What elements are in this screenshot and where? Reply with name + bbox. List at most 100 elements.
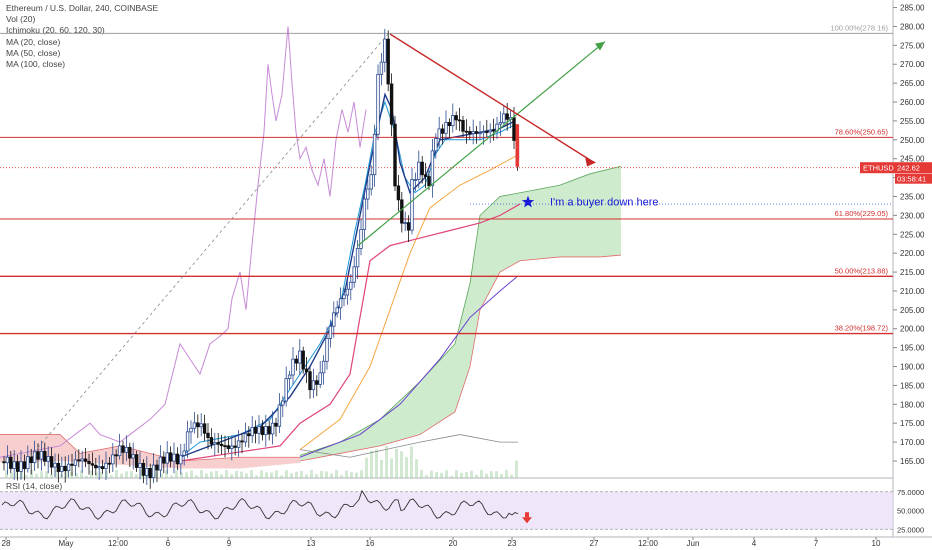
candle-down — [423, 174, 428, 177]
legend-symbol[interactable]: Ethereum / U.S. Dollar, 240, COINBASE — [6, 3, 159, 13]
volume-bar — [140, 470, 143, 478]
volume-bar — [505, 470, 508, 478]
volume-bar — [95, 472, 98, 478]
candle-up — [230, 445, 234, 449]
candle-up — [359, 229, 363, 249]
volume-bar — [240, 471, 243, 478]
ma50-line — [299, 154, 519, 451]
volume-bar — [295, 471, 298, 478]
candle-up — [488, 129, 492, 133]
legend-ma50[interactable]: MA (50, close) — [6, 47, 61, 58]
candle-up — [39, 450, 44, 460]
conversion-line — [179, 92, 516, 458]
candle-up — [291, 358, 295, 376]
candle-up — [111, 454, 115, 465]
volume-bar — [370, 450, 373, 478]
volume-bar — [400, 451, 403, 478]
candle-down — [29, 456, 33, 464]
candle-up — [264, 426, 268, 435]
candle-up — [32, 451, 37, 464]
rsi-line — [1, 489, 519, 520]
candle-up — [325, 337, 329, 362]
indicator-lines — [0, 26, 622, 478]
last-price-tag — [860, 162, 932, 174]
rsi-tick-label: 50.0000 — [897, 507, 924, 516]
candle-up — [444, 122, 448, 134]
volume-bar — [305, 474, 308, 478]
volume-bar — [390, 458, 393, 478]
candle-down — [491, 129, 496, 132]
volume-bar — [5, 470, 8, 478]
volume-bar — [465, 471, 468, 478]
candle-down — [87, 460, 91, 465]
candle-down — [134, 454, 139, 468]
volume-bar — [175, 470, 178, 478]
candle-down — [267, 426, 271, 435]
candle-down — [168, 452, 173, 462]
volume-bar — [440, 472, 443, 478]
price-tick-label: 230.00 — [900, 211, 925, 220]
volume-bar — [435, 472, 438, 478]
volume-bar — [325, 471, 328, 478]
candle-down — [128, 446, 132, 459]
time-tick-label: 10 — [872, 539, 881, 548]
volume-bar — [130, 471, 133, 478]
candle-up — [179, 454, 183, 465]
candle-down — [202, 423, 207, 434]
price-tick-label: 255.00 — [900, 117, 925, 126]
candle-down — [461, 120, 465, 132]
candle-down — [304, 368, 309, 373]
volume-bar — [75, 472, 78, 478]
volume-bar — [115, 470, 118, 478]
legend-ichimoku[interactable]: Ichimoku (20, 60, 120, 30) — [6, 25, 105, 36]
candle-up — [321, 360, 326, 374]
volume-bar — [355, 472, 358, 478]
candle-down — [485, 131, 489, 133]
volume-bar — [40, 471, 43, 478]
volume-bar — [55, 470, 58, 478]
volume-bar — [105, 470, 108, 478]
candle-down — [90, 463, 95, 466]
volume-bar — [315, 474, 318, 478]
candle-down — [162, 456, 166, 464]
volume-bar — [375, 449, 378, 478]
volume-bar — [275, 470, 278, 478]
kijun-line — [179, 203, 521, 462]
axes: 165.00 170.00 175.00 180.00 185.00 190.00 195.… — [2, 4, 932, 548]
volume-bar — [455, 470, 458, 478]
candle-up — [60, 465, 64, 472]
time-tick-label: 28 — [2, 539, 11, 548]
legend-ma100[interactable]: MA (100, close) — [6, 59, 66, 70]
volume-bar — [50, 473, 53, 478]
candle-down — [240, 440, 244, 443]
candle-down — [301, 350, 305, 370]
bullish-trend-line — [357, 41, 606, 247]
volume-bar — [80, 470, 83, 478]
candle-down — [233, 445, 237, 448]
volume-bar — [420, 470, 423, 478]
candle-down — [386, 38, 390, 85]
legend-ma20[interactable]: MA (20, close) — [6, 36, 61, 47]
volume-bar — [245, 473, 248, 478]
volume-bar — [410, 446, 413, 478]
trend-dashed-line — [29, 33, 389, 458]
candle-up — [328, 325, 333, 339]
volume-bar — [475, 474, 478, 478]
volume-bar — [85, 475, 88, 478]
price-tick-label: 250.00 — [900, 136, 925, 145]
volume-bar — [265, 472, 268, 478]
rsi-label[interactable]: RSI (14, close) — [6, 481, 63, 491]
time-tick-label: 16 — [366, 539, 375, 548]
candle-up — [335, 307, 339, 314]
volume-bar — [20, 470, 23, 478]
candle-down — [468, 131, 472, 134]
candle-down — [294, 358, 299, 364]
candle-up — [366, 188, 370, 200]
legend-volume[interactable]: Vol (20) — [6, 14, 36, 25]
volume-bar — [445, 470, 448, 478]
candle-up — [355, 248, 360, 268]
ma20-line — [179, 100, 516, 458]
price-tick-label: 225.00 — [900, 230, 925, 239]
ma100-line — [299, 275, 519, 458]
